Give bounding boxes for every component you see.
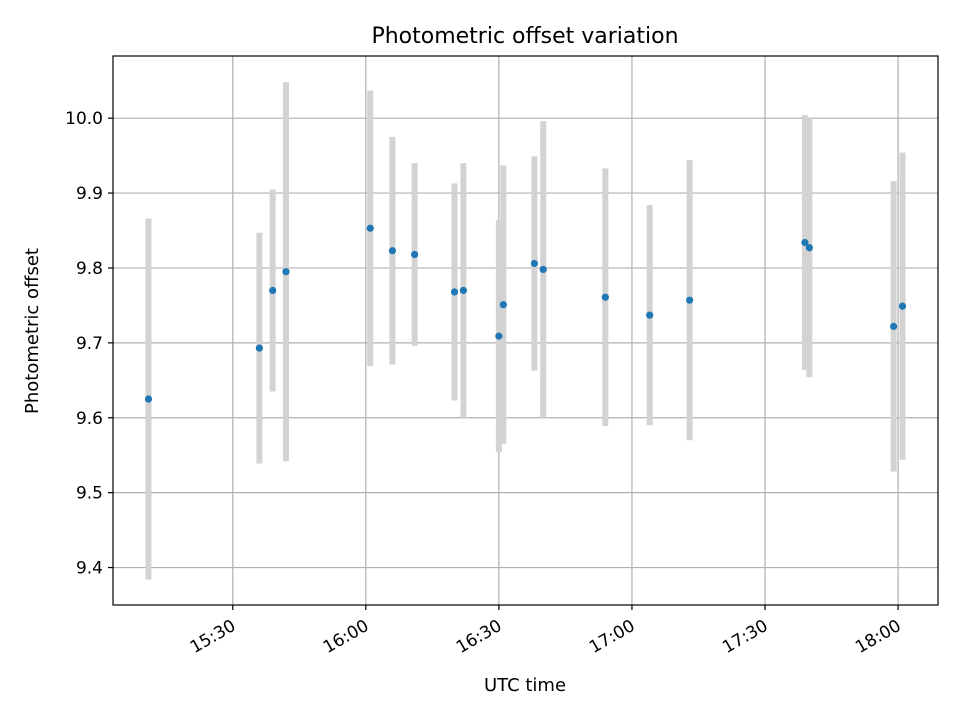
data-point: [805, 244, 813, 252]
data-point: [282, 268, 290, 276]
data-points: [144, 224, 907, 403]
data-point: [898, 302, 907, 310]
x-axis-ticks: 15:30 16:00 16:30 17:00 17:30 18:00: [187, 605, 905, 658]
data-point: [411, 250, 419, 259]
data-point: [450, 288, 459, 296]
data-point: [601, 293, 609, 301]
error-bars: [145, 82, 906, 580]
data-point: [890, 322, 898, 330]
y-tick-label: 10.0: [65, 109, 103, 129]
chart-title: Photometric offset variation: [371, 24, 678, 49]
data-point: [366, 224, 374, 232]
plot-frame: [112, 55, 939, 606]
data-point: [388, 247, 397, 255]
y-tick-label: 9.6: [76, 409, 103, 429]
data-point: [269, 286, 277, 295]
x-tick-label: 17:00: [586, 616, 638, 658]
x-tick-label: 16:00: [320, 616, 372, 658]
x-tick-label: 16:30: [453, 616, 505, 658]
data-point: [499, 301, 507, 309]
grid-lines: [113, 56, 938, 605]
data-point: [495, 332, 503, 340]
x-axis-label: UTC time: [484, 675, 566, 696]
y-tick-label: 9.9: [76, 184, 103, 204]
data-point: [144, 395, 153, 403]
data-point: [539, 265, 547, 274]
y-tick-label: 9.8: [76, 259, 103, 279]
x-tick-label: 15:30: [187, 616, 239, 658]
data-point: [801, 238, 809, 247]
data-point: [255, 344, 263, 352]
data-point: [686, 296, 694, 304]
y-axis-label: Photometric offset: [22, 248, 43, 414]
y-axis-ticks: 9.4 9.5 9.6 9.7 9.8 9.9 10.0: [65, 109, 113, 579]
data-point: [530, 259, 538, 268]
y-tick-label: 9.7: [76, 334, 103, 354]
x-tick-label: 18:00: [852, 616, 904, 658]
data-point: [459, 286, 468, 295]
x-tick-label: 17:30: [719, 616, 771, 658]
data-point: [646, 311, 654, 319]
y-tick-label: 9.4: [76, 559, 103, 579]
y-tick-label: 9.5: [76, 484, 103, 504]
